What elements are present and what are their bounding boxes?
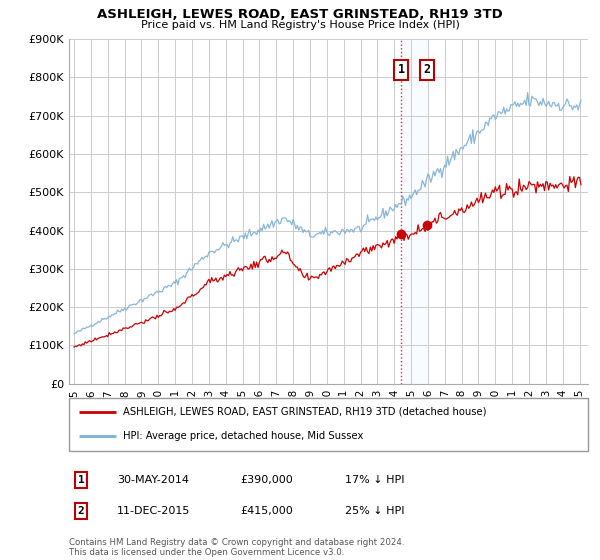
Text: 1: 1 xyxy=(398,63,405,76)
Text: 11-DEC-2015: 11-DEC-2015 xyxy=(117,506,190,516)
Text: £415,000: £415,000 xyxy=(240,506,293,516)
Text: 1: 1 xyxy=(77,475,85,485)
Text: ASHLEIGH, LEWES ROAD, EAST GRINSTEAD, RH19 3TD: ASHLEIGH, LEWES ROAD, EAST GRINSTEAD, RH… xyxy=(97,8,503,21)
Text: Contains HM Land Registry data © Crown copyright and database right 2024.
This d: Contains HM Land Registry data © Crown c… xyxy=(69,538,404,557)
Text: ASHLEIGH, LEWES ROAD, EAST GRINSTEAD, RH19 3TD (detached house): ASHLEIGH, LEWES ROAD, EAST GRINSTEAD, RH… xyxy=(124,407,487,417)
Text: 25% ↓ HPI: 25% ↓ HPI xyxy=(345,506,404,516)
Text: HPI: Average price, detached house, Mid Sussex: HPI: Average price, detached house, Mid … xyxy=(124,431,364,441)
Text: 2: 2 xyxy=(77,506,85,516)
Text: Price paid vs. HM Land Registry's House Price Index (HPI): Price paid vs. HM Land Registry's House … xyxy=(140,20,460,30)
Text: £390,000: £390,000 xyxy=(240,475,293,485)
Text: 2: 2 xyxy=(424,63,431,76)
Bar xyxy=(401,39,427,384)
Text: 30-MAY-2014: 30-MAY-2014 xyxy=(117,475,189,485)
Text: 17% ↓ HPI: 17% ↓ HPI xyxy=(345,475,404,485)
